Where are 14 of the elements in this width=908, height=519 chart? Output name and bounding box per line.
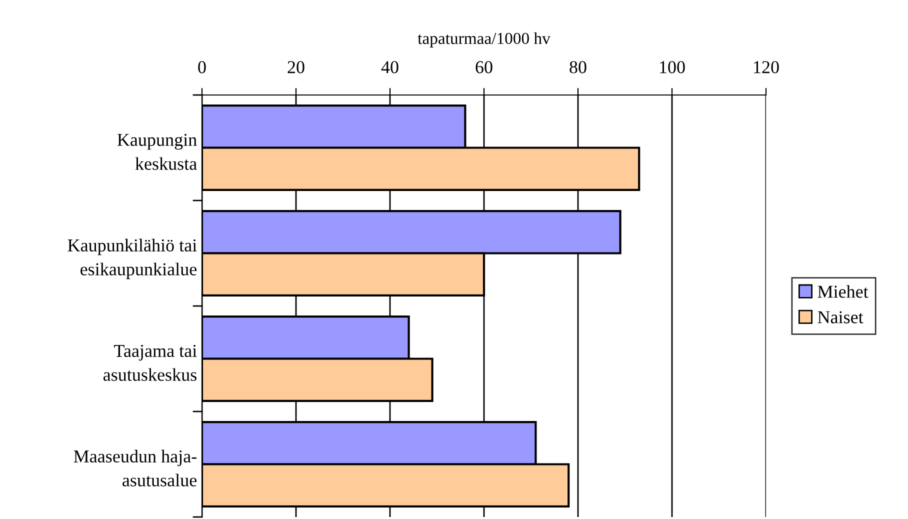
y-tick-label: Taajama tai asutuskeskus [103, 344, 197, 381]
x-tick-label: 100 [660, 61, 685, 74]
x-tick-label: 0 [198, 61, 206, 74]
x-axis-title: tapaturmaa/1000 hv [418, 32, 550, 48]
y-tick-label: Maaseudun haja- asutusalue [74, 450, 197, 486]
legend-label: Miehet [818, 285, 868, 298]
x-tick-label: 120 [754, 61, 779, 74]
y-tick-label: Kaupungin keskusta [117, 134, 197, 170]
x-tick-label: 20 [288, 61, 304, 74]
legend-label: Naiset [818, 311, 864, 324]
x-tick-label: 40 [381, 61, 398, 74]
x-tick-label: 60 [476, 61, 492, 74]
x-tick-label: 80 [570, 61, 586, 74]
y-tick-label: Kaupunkilähiö tai esikaupunkialue [68, 238, 197, 280]
